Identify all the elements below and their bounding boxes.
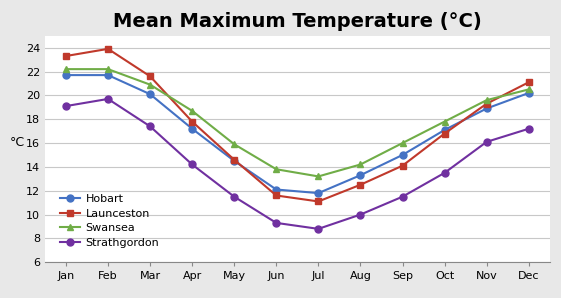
Strathgordon [62,104,70,108]
Swansea [525,88,532,91]
Line: Hobart: Hobart [62,72,532,197]
Launceston [146,74,153,78]
Hobart [62,73,70,77]
Strathgordon [357,213,364,216]
Strathgordon [483,140,490,144]
Strathgordon [188,163,195,166]
Hobart [231,159,237,163]
Hobart [315,191,322,195]
Swansea [146,83,153,86]
Strathgordon [441,171,448,175]
Launceston [525,80,532,84]
Launceston [483,102,490,105]
Line: Strathgordon: Strathgordon [62,95,532,232]
Swansea [315,175,322,178]
Swansea [231,142,237,146]
Strathgordon [104,97,111,101]
Launceston [273,194,279,197]
Legend: Hobart, Launceston, Swansea, Strathgordon: Hobart, Launceston, Swansea, Strathgordo… [56,190,164,252]
Swansea [62,67,70,71]
Launceston [441,132,448,135]
Hobart [273,188,279,191]
Hobart [441,128,448,132]
Y-axis label: °C: °C [10,136,25,149]
Swansea [483,98,490,102]
Swansea [188,109,195,113]
Hobart [483,107,490,110]
Swansea [273,167,279,171]
Swansea [104,67,111,71]
Swansea [357,163,364,166]
Launceston [231,158,237,162]
Swansea [441,120,448,123]
Swansea [399,141,406,145]
Hobart [399,153,406,157]
Hobart [188,127,195,131]
Hobart [146,92,153,96]
Line: Swansea: Swansea [62,66,532,180]
Strathgordon [525,127,532,131]
Line: Launceston: Launceston [62,45,532,205]
Launceston [315,200,322,203]
Strathgordon [315,227,322,231]
Strathgordon [273,221,279,225]
Title: Mean Maximum Temperature (°C): Mean Maximum Temperature (°C) [113,13,482,31]
Hobart [525,91,532,95]
Launceston [104,47,111,51]
Strathgordon [231,195,237,198]
Launceston [357,183,364,187]
Launceston [399,164,406,167]
Hobart [104,73,111,77]
Launceston [188,120,195,123]
Strathgordon [146,125,153,128]
Launceston [62,54,70,58]
Hobart [357,173,364,177]
Strathgordon [399,195,406,198]
